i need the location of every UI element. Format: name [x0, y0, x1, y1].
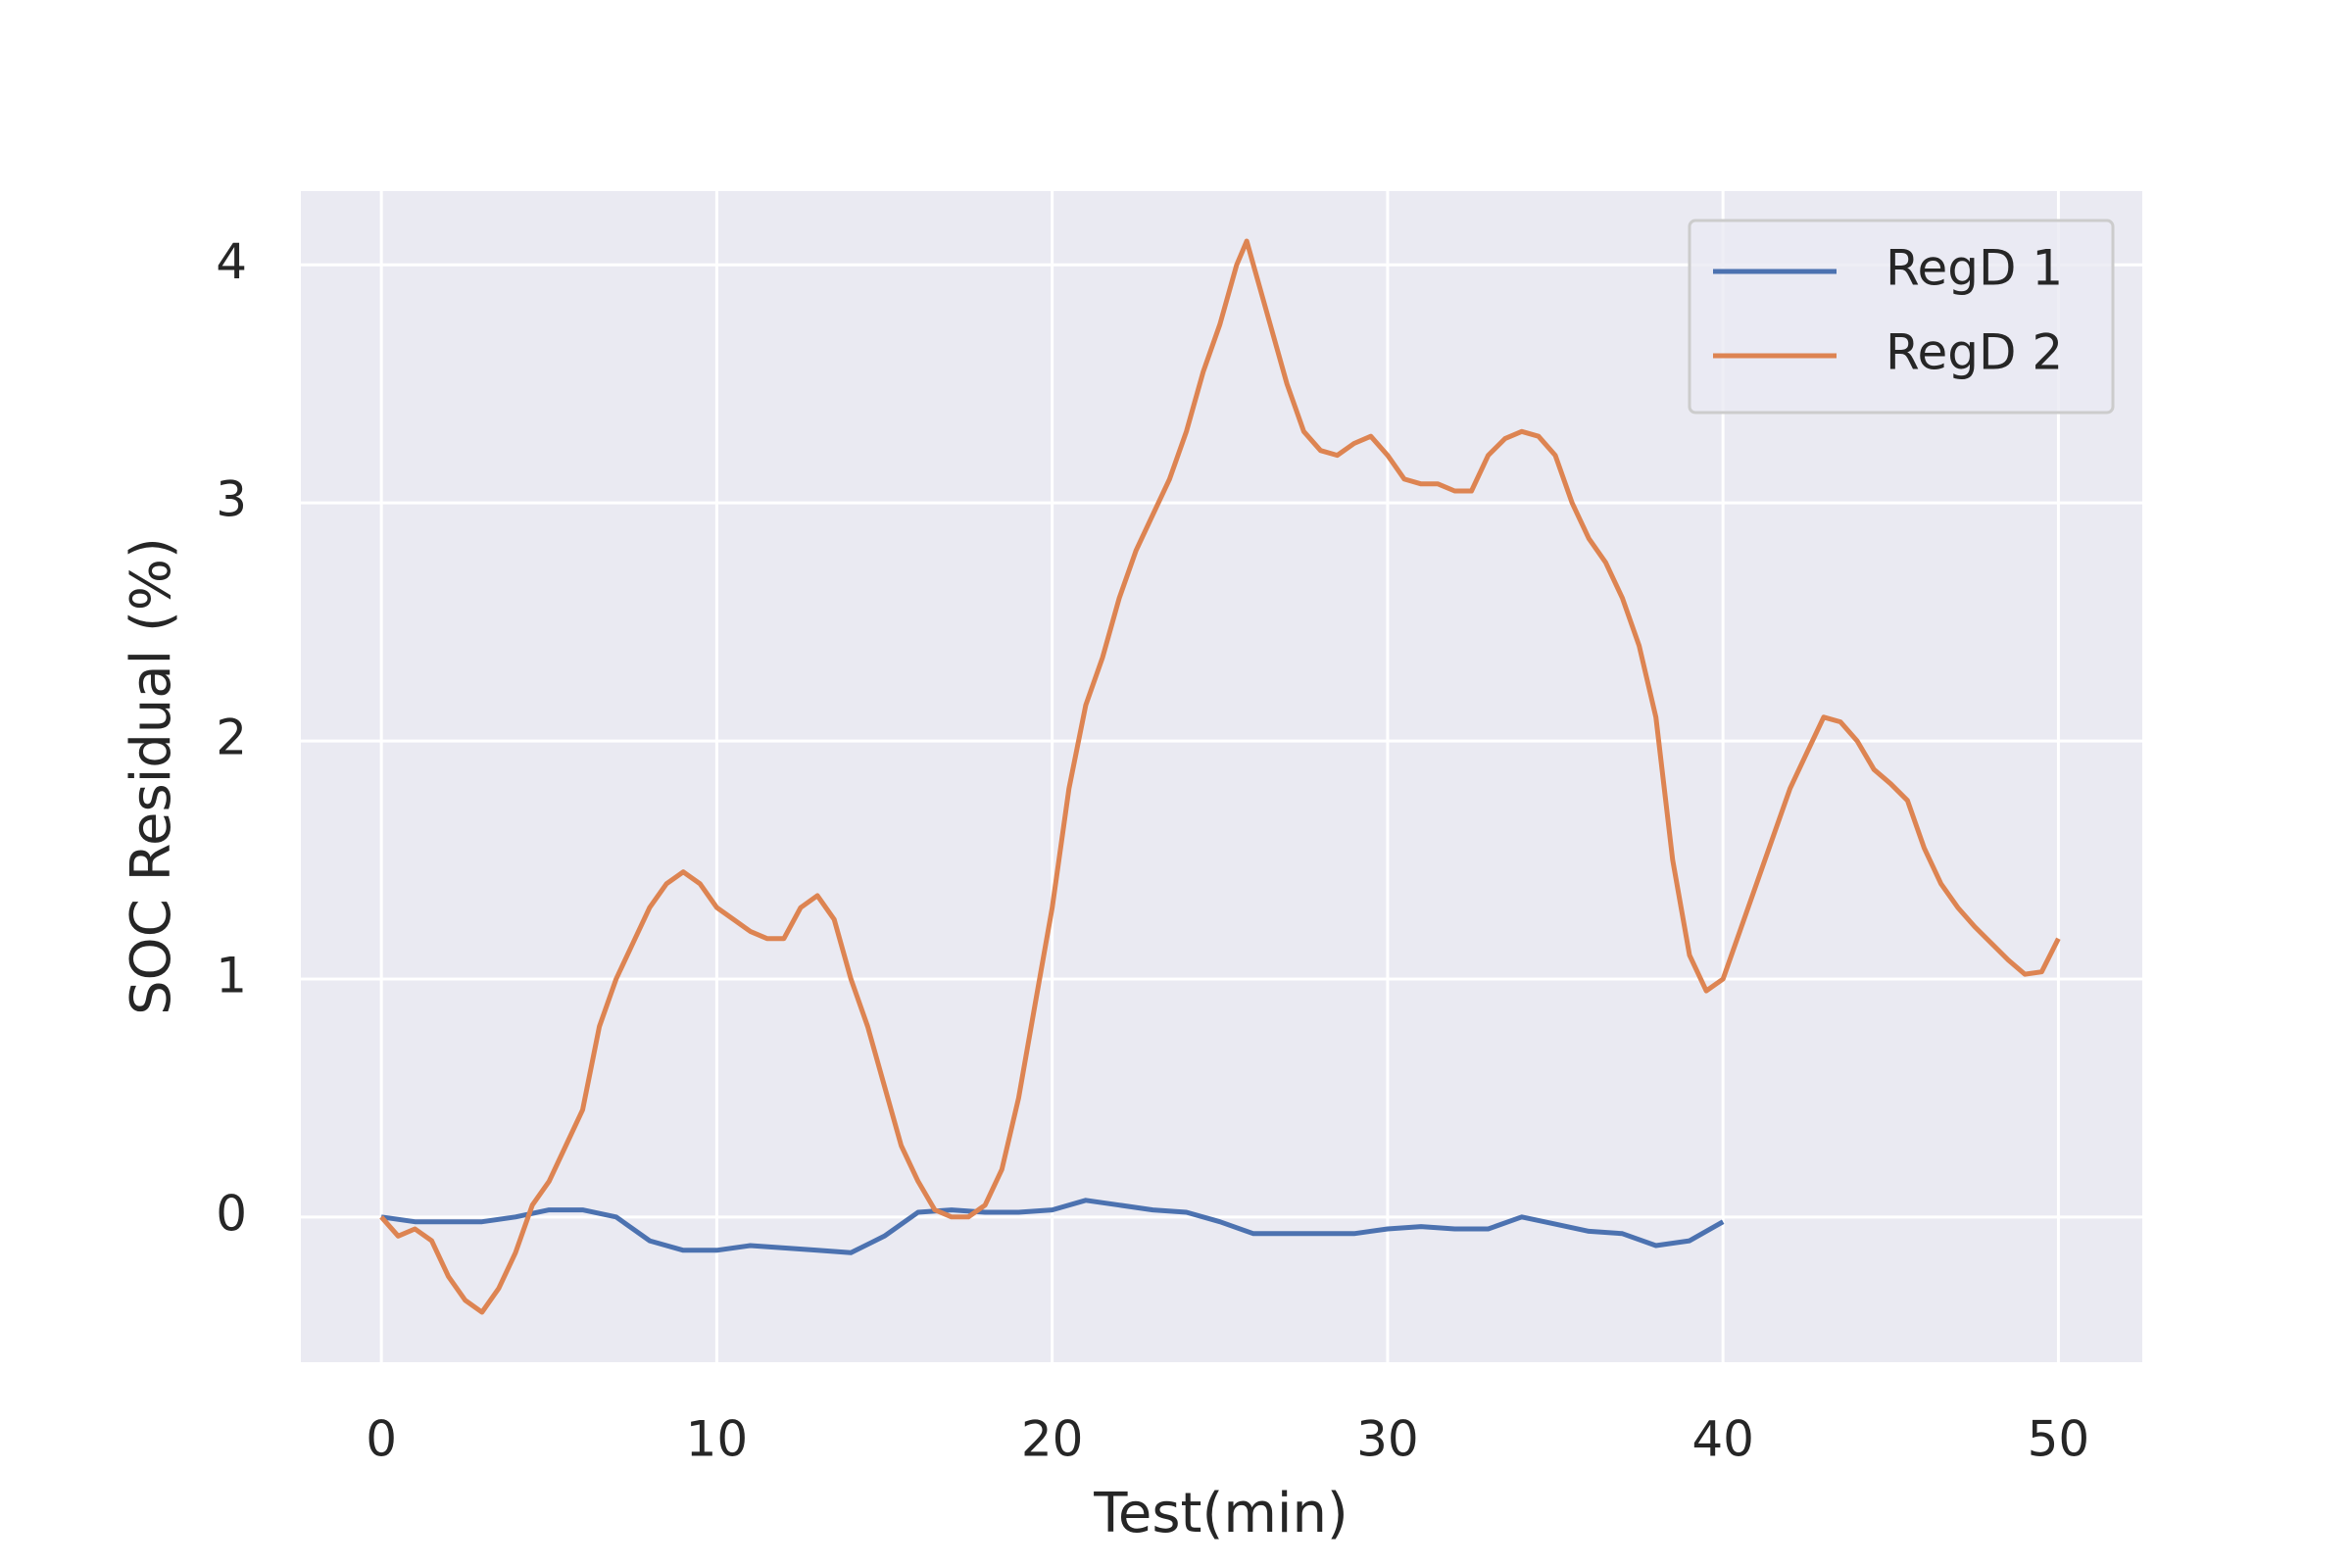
y-tick-label: 1: [216, 947, 247, 1004]
legend-label: RegD 1: [1886, 240, 2063, 297]
y-tick-label: 0: [216, 1185, 247, 1242]
x-tick-label: 30: [1356, 1411, 1419, 1468]
series-line: [380, 1198, 1725, 1255]
series-line: [379, 238, 2061, 1315]
x-axis-label: Test(min): [1093, 1482, 1348, 1545]
x-tick-label: 20: [1021, 1411, 1084, 1468]
y-axis-label: SOC Residual (%): [120, 537, 183, 1015]
x-tick-label: 40: [1691, 1411, 1754, 1468]
y-tick-label: 2: [216, 710, 247, 766]
legend-label: RegD 2: [1886, 324, 2063, 381]
y-tick-label: 3: [216, 471, 247, 528]
x-tick-label: 50: [2028, 1411, 2090, 1468]
x-tick-label: 0: [366, 1411, 397, 1468]
legend-box: [1688, 219, 2115, 415]
y-tick-label: 4: [216, 233, 247, 290]
x-tick-label: 10: [686, 1411, 749, 1468]
